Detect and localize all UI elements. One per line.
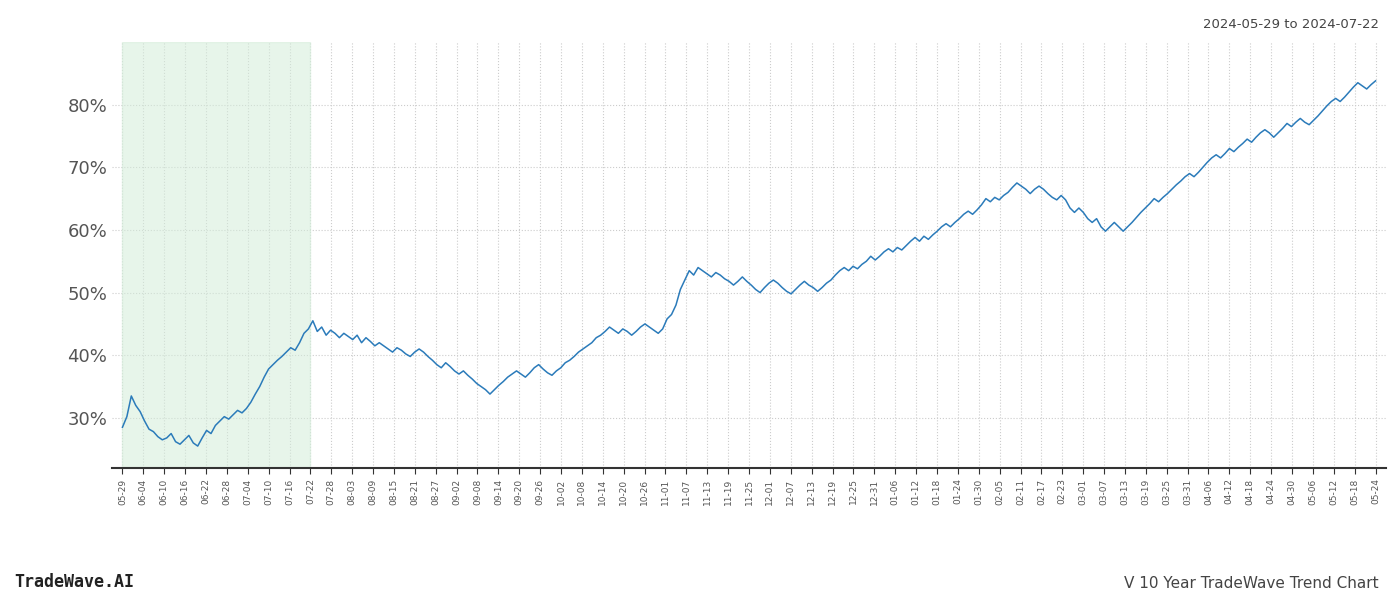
Text: V 10 Year TradeWave Trend Chart: V 10 Year TradeWave Trend Chart	[1124, 576, 1379, 591]
Bar	[122, 42, 311, 468]
Text: 2024-05-29 to 2024-07-22: 2024-05-29 to 2024-07-22	[1203, 18, 1379, 31]
Text: TradeWave.AI: TradeWave.AI	[14, 573, 134, 591]
